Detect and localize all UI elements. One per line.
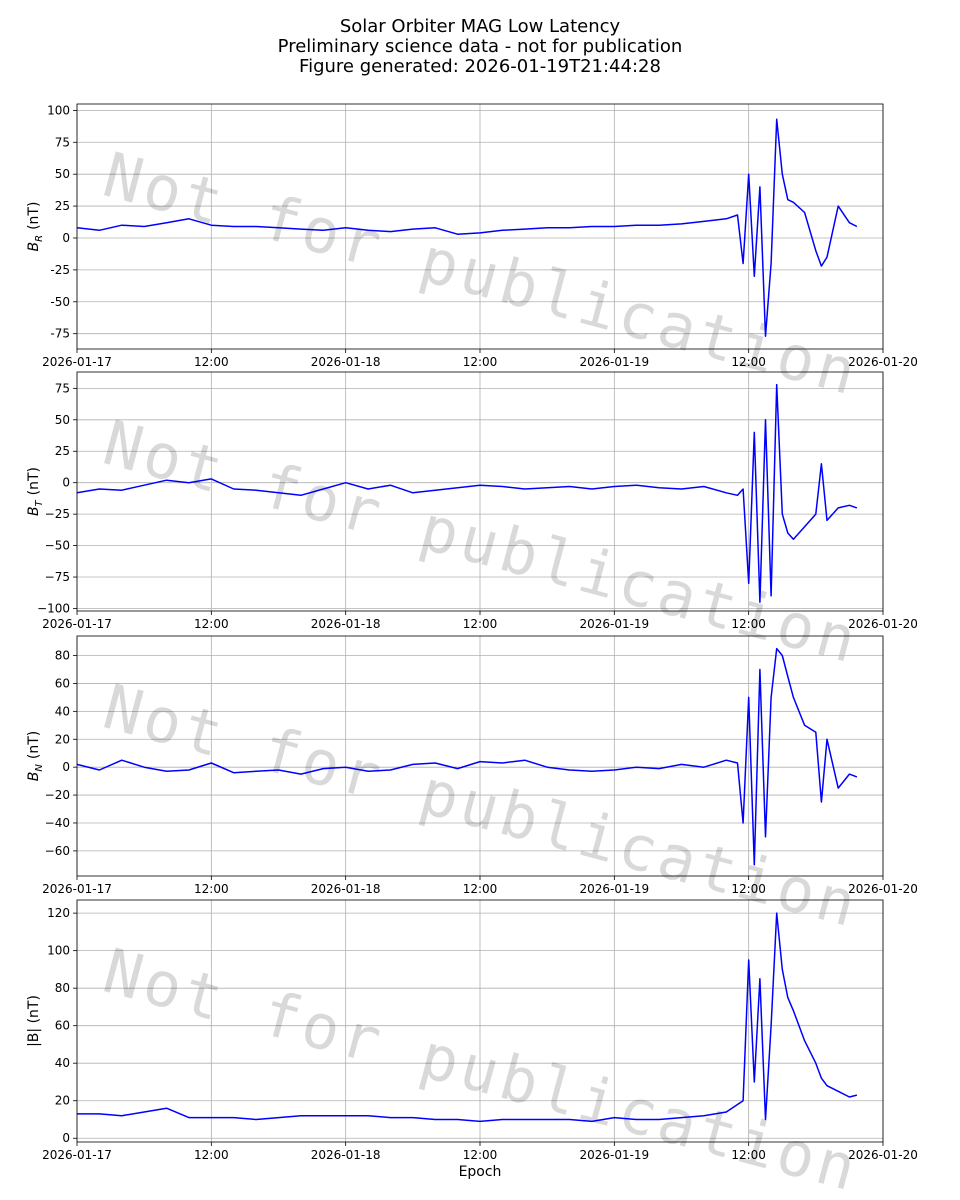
x-tick-label: 2026-01-20 (848, 355, 918, 369)
x-tick-label: 12:00 (463, 355, 498, 369)
x-tick-label: 2026-01-17 (42, 882, 112, 896)
y-tick-label: 100 (47, 103, 70, 117)
x-tick-label: 12:00 (194, 882, 229, 896)
figure-generated: Figure generated: 2026-01-19T21:44:28 (299, 56, 661, 77)
y-axis-label: BT (nT) (26, 467, 45, 516)
y-tick-label: 25 (55, 444, 70, 458)
x-tick-label: 2026-01-19 (579, 617, 649, 631)
y-tick-label: 20 (55, 1094, 70, 1108)
data-line (77, 912, 858, 1123)
y-axis-label: BR (nT) (26, 202, 45, 252)
y-axis-label-unit: (nT) (26, 731, 42, 759)
y-tick-label: 60 (55, 676, 70, 690)
x-tick-label: 2026-01-19 (579, 355, 649, 369)
data-line (76, 383, 858, 603)
y-tick-label: 20 (55, 732, 70, 746)
y-axis-label-symbol: B (26, 772, 42, 782)
y-tick-label: −20 (45, 788, 70, 802)
panel: 2026-01-17 12:00 2026-01-18 12:00 2026-01-19… (26, 103, 918, 409)
axes-frame (76, 371, 884, 612)
x-tick-label: 2026-01-20 (848, 1148, 918, 1162)
axes-frame (76, 635, 884, 877)
y-tick-label: −75 (45, 570, 70, 584)
y-axis-label-unit: (nT) (26, 202, 42, 230)
x-tick-label: 2026-01-17 (42, 1148, 112, 1162)
x-tick-label: 12:00 (731, 617, 766, 631)
y-tick-label: 100 (47, 944, 70, 958)
x-tick-label: 2026-01-19 (579, 882, 649, 896)
data-line (76, 118, 858, 337)
y-tick-label: 40 (55, 1056, 70, 1070)
y-tick-label: -75 (50, 327, 70, 341)
x-tick-label: 2026-01-19 (579, 1148, 649, 1162)
y-tick-label: −50 (45, 539, 70, 553)
y-tick-label: 40 (55, 704, 70, 718)
y-axis-label-symbol: B (26, 506, 42, 516)
figure-subtitle: Preliminary science data - not for publi… (278, 36, 683, 57)
x-tick-label: 2026-01-17 (42, 617, 112, 631)
y-tick-label: -50 (50, 295, 70, 309)
x-axis-label: Epoch (459, 1164, 502, 1180)
y-tick-label: −25 (45, 507, 70, 521)
y-tick-label: 50 (55, 167, 70, 181)
y-tick-label: 75 (55, 135, 70, 149)
y-axis-label-subscript: T (34, 499, 45, 506)
y-tick-label: 50 (55, 413, 70, 427)
y-tick-label: 0 (62, 1131, 70, 1145)
y-tick-label: 120 (47, 906, 70, 920)
x-tick-label: 12:00 (463, 1148, 498, 1162)
x-tick-label: 12:00 (463, 882, 498, 896)
x-tick-label: 2026-01-18 (311, 882, 381, 896)
y-tick-label: 60 (55, 1019, 70, 1033)
panel: 2026-01-17 12:00 2026-01-18 12:00 2026-01-19… (26, 371, 918, 677)
figure-title: Solar Orbiter MAG Low Latency (340, 16, 621, 37)
x-tick-label: 12:00 (194, 355, 229, 369)
axes-frame (76, 103, 884, 350)
x-tick-label: 12:00 (731, 355, 766, 369)
x-tick-label: 2026-01-20 (848, 617, 918, 631)
panel: 2026-01-17 12:00 2026-01-18 12:00 2026-01-19… (26, 899, 918, 1200)
x-tick-label: 12:00 (731, 1148, 766, 1162)
axes-frame (76, 899, 884, 1143)
y-tick-label: −40 (45, 816, 70, 830)
y-tick-label: -25 (50, 263, 70, 277)
x-tick-label: 2026-01-20 (848, 882, 918, 896)
data-line (76, 647, 858, 866)
x-tick-label: 2026-01-18 (311, 355, 381, 369)
x-tick-label: 12:00 (731, 882, 766, 896)
y-tick-label: 80 (55, 981, 70, 995)
y-axis-label: BN (nT) (26, 731, 45, 781)
y-tick-label: 0 (62, 231, 70, 245)
x-tick-label: 2026-01-18 (311, 617, 381, 631)
panel: 2026-01-17 12:00 2026-01-18 12:00 2026-01-19… (26, 635, 918, 941)
y-axis-label-symbol: B (26, 242, 42, 252)
y-axis-label-subscript: N (34, 764, 45, 772)
y-axis-label: |B| (nT) (26, 995, 42, 1047)
x-tick-label: 12:00 (194, 1148, 229, 1162)
y-axis-label-unit: (nT) (26, 467, 42, 495)
x-tick-label: 2026-01-17 (42, 355, 112, 369)
y-tick-label: 80 (55, 649, 70, 663)
x-tick-label: 12:00 (463, 617, 498, 631)
y-tick-label: 75 (55, 381, 70, 395)
x-tick-label: 2026-01-18 (311, 1148, 381, 1162)
y-tick-label: 0 (62, 476, 70, 490)
y-axis-label-subscript: R (34, 235, 45, 242)
y-tick-label: −60 (45, 844, 70, 858)
y-tick-label: 25 (55, 199, 70, 213)
x-tick-label: 12:00 (194, 617, 229, 631)
y-tick-label: −100 (37, 601, 70, 615)
y-tick-label: 0 (62, 760, 70, 774)
